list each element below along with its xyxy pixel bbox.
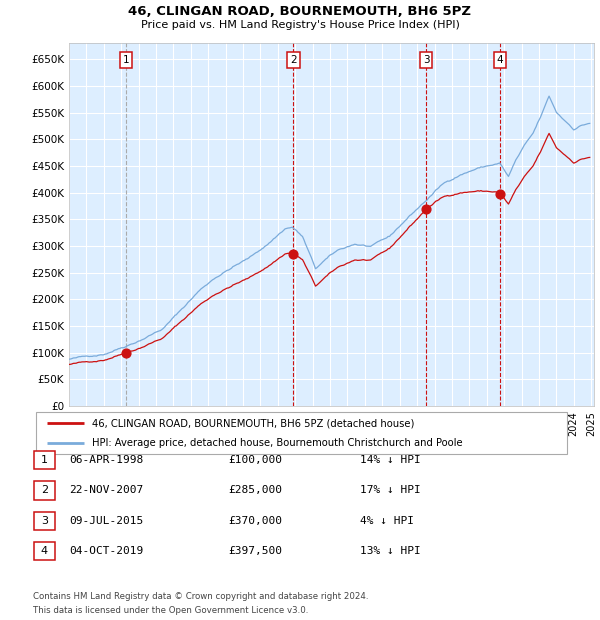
Text: Price paid vs. HM Land Registry's House Price Index (HPI): Price paid vs. HM Land Registry's House … (140, 20, 460, 30)
Text: £100,000: £100,000 (228, 455, 282, 465)
Text: This data is licensed under the Open Government Licence v3.0.: This data is licensed under the Open Gov… (33, 606, 308, 615)
Point (421, 204, 431, 214)
Text: 46, CLINGAN ROAD, BOURNEMOUTH, BH6 5PZ (detached house): 46, CLINGAN ROAD, BOURNEMOUTH, BH6 5PZ (… (92, 418, 414, 428)
Point (495, 189, 505, 199)
Point (289, 249, 298, 259)
Text: 09-JUL-2015: 09-JUL-2015 (69, 516, 143, 526)
Text: £285,000: £285,000 (228, 485, 282, 495)
Text: 17% ↓ HPI: 17% ↓ HPI (360, 485, 421, 495)
Text: 3: 3 (41, 516, 48, 526)
Point (121, 348, 131, 358)
Text: 14% ↓ HPI: 14% ↓ HPI (360, 455, 421, 465)
Text: 22-NOV-2007: 22-NOV-2007 (69, 485, 143, 495)
Text: 4% ↓ HPI: 4% ↓ HPI (360, 516, 414, 526)
Text: £397,500: £397,500 (228, 546, 282, 556)
Text: 06-APR-1998: 06-APR-1998 (69, 455, 143, 465)
Text: 4: 4 (41, 546, 48, 556)
Text: 13% ↓ HPI: 13% ↓ HPI (360, 546, 421, 556)
Text: 4: 4 (497, 55, 503, 64)
Text: 2: 2 (290, 55, 296, 64)
Text: 1: 1 (41, 455, 48, 465)
Text: 04-OCT-2019: 04-OCT-2019 (69, 546, 143, 556)
Text: 1: 1 (122, 55, 129, 64)
Text: 46, CLINGAN ROAD, BOURNEMOUTH, BH6 5PZ: 46, CLINGAN ROAD, BOURNEMOUTH, BH6 5PZ (128, 5, 472, 18)
Text: £370,000: £370,000 (228, 516, 282, 526)
Text: 2: 2 (41, 485, 48, 495)
Text: HPI: Average price, detached house, Bournemouth Christchurch and Poole: HPI: Average price, detached house, Bour… (92, 438, 463, 448)
FancyBboxPatch shape (36, 412, 567, 454)
Text: Contains HM Land Registry data © Crown copyright and database right 2024.: Contains HM Land Registry data © Crown c… (33, 592, 368, 601)
Text: 3: 3 (423, 55, 430, 64)
